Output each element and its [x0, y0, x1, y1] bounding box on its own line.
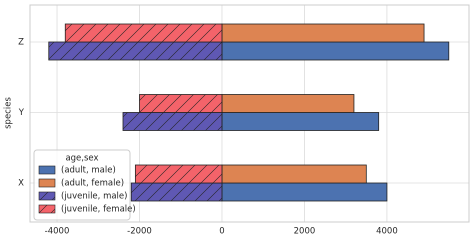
bar — [64, 23, 223, 43]
bar — [221, 112, 380, 131]
bar — [134, 164, 223, 184]
legend-label: (adult, female) — [61, 179, 124, 189]
legend-label: (adult, male) — [61, 166, 116, 176]
legend-swatch — [38, 204, 56, 214]
x-tick-label: 4000 — [376, 227, 398, 237]
y-tick-label: X — [18, 179, 24, 189]
y-tick-label: Z — [18, 38, 24, 48]
x-tick-label: 2000 — [294, 227, 316, 237]
bar — [139, 94, 223, 113]
legend-swatch — [38, 178, 56, 188]
plot-frame — [29, 4, 470, 223]
x-tick-label: -2000 — [127, 227, 152, 237]
y-axis-label: species — [4, 97, 14, 129]
legend-label: (juvenile, male) — [61, 192, 127, 202]
bar — [221, 23, 425, 43]
legend-swatch — [38, 165, 56, 175]
bar — [221, 94, 355, 113]
bar — [221, 182, 388, 202]
bar — [122, 112, 223, 131]
bar — [221, 164, 367, 184]
legend-title: age,sex — [65, 154, 98, 164]
bar — [221, 41, 450, 61]
x-tick-label: -4000 — [45, 227, 70, 237]
legend-swatch — [38, 191, 56, 201]
y-tick-label: Y — [18, 108, 25, 118]
legend-box — [33, 149, 131, 221]
bar — [130, 182, 223, 202]
x-tick-label: 0 — [219, 227, 224, 237]
legend-label: (juvenile, female) — [61, 205, 136, 215]
bar — [48, 41, 223, 61]
